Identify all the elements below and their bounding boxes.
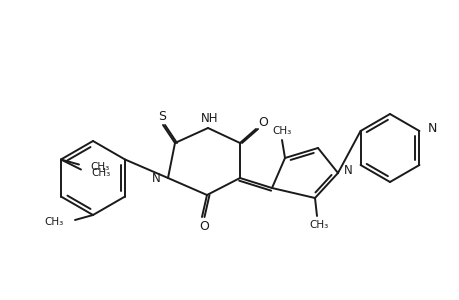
Text: CH₃: CH₃	[91, 167, 110, 178]
Text: O: O	[257, 116, 267, 130]
Text: CH₃: CH₃	[272, 126, 291, 136]
Text: N: N	[343, 164, 352, 176]
Text: N: N	[426, 122, 436, 136]
Text: CH₃: CH₃	[309, 220, 328, 230]
Text: NH: NH	[201, 112, 218, 124]
Text: N: N	[152, 172, 161, 185]
Text: S: S	[157, 110, 166, 122]
Text: CH₃: CH₃	[90, 161, 109, 172]
Text: CH₃: CH₃	[45, 217, 64, 227]
Text: O: O	[199, 220, 208, 233]
